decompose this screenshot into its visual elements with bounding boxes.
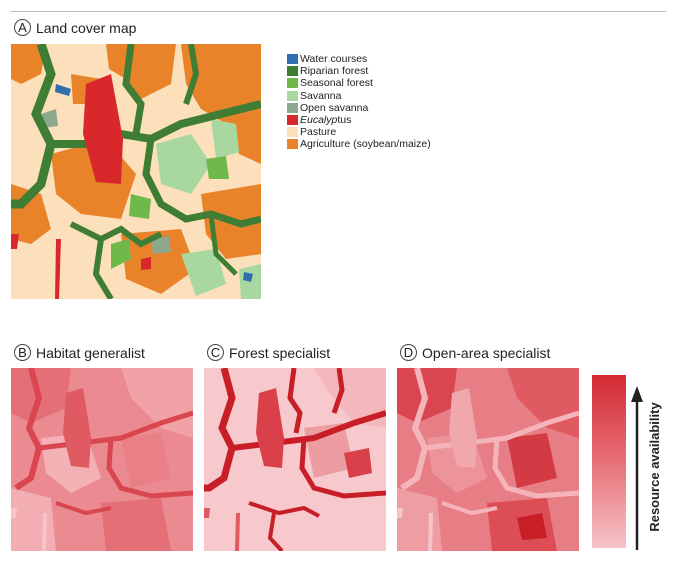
panel-b-letter: B (14, 344, 31, 361)
legend-label: Water courses (300, 53, 368, 65)
panel-a-title: Land cover map (36, 19, 137, 36)
open-area-specialist-map (397, 368, 579, 551)
top-divider (10, 11, 666, 12)
panel-c-title: Forest specialist (229, 344, 331, 361)
legend: Water courses Riparian forest Seasonal f… (287, 53, 431, 151)
legend-item: Water courses (287, 53, 431, 65)
legend-label: Seasonal forest (300, 77, 373, 90)
resource-colorbar (592, 375, 626, 548)
legend-item: Savanna (287, 90, 431, 102)
legend-item: Eucalyptus (287, 114, 431, 126)
legend-item: Riparian forest (287, 65, 431, 77)
swatch-riparian-forest (287, 66, 298, 77)
swatch-open-savanna (287, 102, 298, 113)
legend-label-rest: tus (337, 113, 352, 126)
legend-item: Agriculture (soybean/maize) (287, 138, 431, 150)
land-cover-map (11, 44, 261, 299)
legend-item: Pasture (287, 126, 431, 138)
swatch-pasture (287, 127, 298, 138)
swatch-seasonal-forest (287, 78, 298, 89)
swatch-savanna (287, 90, 298, 101)
forest-specialist-map (204, 368, 386, 551)
panel-c-header: C Forest specialist (207, 344, 330, 361)
panel-d-letter: D (400, 344, 417, 361)
panel-b-title: Habitat generalist (36, 344, 145, 361)
legend-label: Pasture (300, 126, 337, 139)
swatch-eucalyptus (287, 115, 298, 126)
legend-label: Open savanna (300, 101, 369, 114)
legend-label: Savanna (300, 89, 342, 102)
legend-item: Open savanna (287, 102, 431, 114)
panel-c-letter: C (207, 344, 224, 361)
swatch-agriculture (287, 139, 298, 150)
legend-label: Agriculture (soybean/maize) (300, 138, 431, 151)
swatch-water-courses (287, 54, 298, 65)
panel-a-header: A Land cover map (14, 19, 136, 36)
legend-label-italic: Eucalyp (300, 113, 338, 126)
panel-a-letter: A (14, 19, 31, 36)
legend-item: Seasonal forest (287, 77, 431, 89)
panel-b-header: B Habitat generalist (14, 344, 145, 361)
up-arrow-icon (630, 386, 644, 550)
habitat-generalist-map (11, 368, 193, 551)
panel-d-title: Open-area specialist (422, 344, 551, 361)
panel-d-header: D Open-area specialist (400, 344, 550, 361)
legend-label: Riparian forest (300, 65, 369, 78)
legend-label: Eucalyptus (300, 114, 351, 126)
colorbar-axis-title: Resource availability (647, 402, 662, 532)
